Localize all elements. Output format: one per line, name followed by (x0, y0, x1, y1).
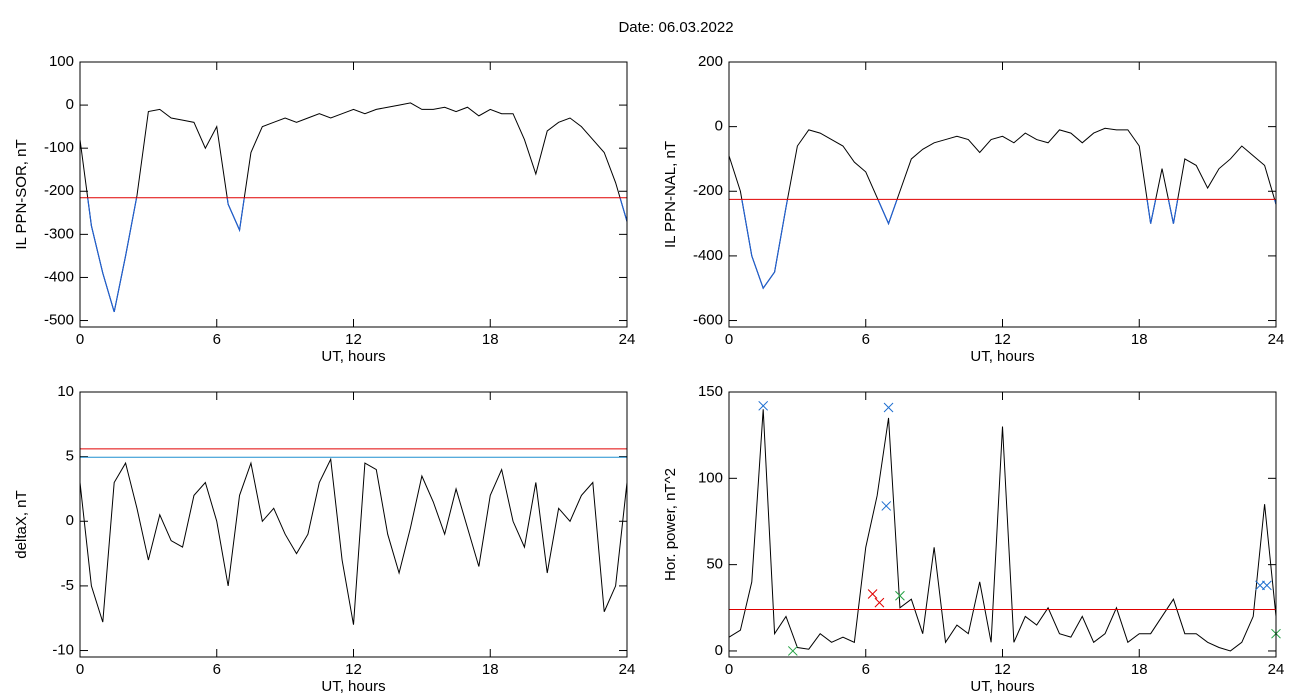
x-tick-label: 18 (482, 331, 499, 348)
y-tick-label: -400 (693, 247, 723, 264)
x-tick-label: 6 (213, 331, 221, 348)
marker (787, 646, 798, 656)
x-tick-label: 24 (619, 661, 636, 678)
y-tick-label: 0 (715, 642, 723, 659)
plot-frame (728, 391, 1277, 658)
y-tick-label: -200 (693, 182, 723, 199)
y-tick-label: -400 (44, 268, 74, 285)
x-tick-label: 6 (862, 661, 870, 678)
y-tick-label: 150 (698, 383, 723, 400)
marker (867, 589, 878, 599)
y-axis-label: IL PPN-NAL, nT (662, 141, 679, 248)
y-tick-label: -200 (44, 182, 74, 199)
x-tick-label: 6 (862, 331, 870, 348)
y-tick-label: -600 (693, 312, 723, 329)
x-tick-label: 0 (76, 331, 84, 348)
y-axis-label: Hor. power, nT^2 (662, 468, 679, 581)
plot-frame (728, 61, 1277, 328)
y-tick-label: 50 (706, 556, 723, 573)
data-line (729, 409, 1276, 652)
y-tick-label: 100 (698, 469, 723, 486)
x-tick-label: 12 (994, 331, 1011, 348)
y-tick-label: -300 (44, 225, 74, 242)
y-tick-label: -10 (52, 642, 74, 659)
x-axis-label: UT, hours (321, 348, 385, 365)
y-tick-label: -100 (44, 139, 74, 156)
x-axis-label: UT, hours (321, 678, 385, 695)
x-tick-label: 0 (76, 661, 84, 678)
y-tick-label: 0 (66, 96, 74, 113)
x-tick-label: 24 (1268, 661, 1285, 678)
x-tick-label: 6 (213, 661, 221, 678)
x-axis-label: UT, hours (970, 348, 1034, 365)
data-line (80, 457, 627, 625)
data-line (80, 102, 627, 313)
y-tick-label: 0 (66, 512, 74, 529)
marker (883, 402, 894, 413)
y-tick-label: 100 (49, 53, 74, 70)
x-tick-label: 12 (994, 661, 1011, 678)
y-axis-label: deltaX, nT (13, 490, 30, 558)
y-tick-label: 10 (57, 383, 74, 400)
x-tick-label: 24 (1268, 331, 1285, 348)
marker (881, 501, 892, 511)
y-tick-label: 5 (66, 448, 74, 465)
x-tick-label: 18 (1131, 661, 1148, 678)
y-tick-label: -500 (44, 312, 74, 329)
chart-title: Date: 06.03.2022 (618, 19, 733, 36)
x-tick-label: 0 (725, 661, 733, 678)
marker (895, 590, 905, 601)
marker (1255, 580, 1265, 591)
x-tick-label: 12 (345, 661, 362, 678)
plot-frame (79, 391, 628, 658)
x-tick-label: 24 (619, 331, 636, 348)
data-line (729, 127, 1276, 290)
marker (1262, 580, 1272, 591)
x-tick-label: 12 (345, 331, 362, 348)
y-tick-label: -5 (61, 577, 74, 594)
y-tick-label: 200 (698, 53, 723, 70)
y-tick-label: 0 (715, 118, 723, 135)
x-tick-label: 0 (725, 331, 733, 348)
x-axis-label: UT, hours (970, 678, 1034, 695)
marker (874, 597, 885, 608)
x-tick-label: 18 (482, 661, 499, 678)
marker (758, 400, 769, 411)
y-axis-label: IL PPN-SOR, nT (13, 139, 30, 249)
x-tick-label: 18 (1131, 331, 1148, 348)
plot-frame (79, 61, 628, 328)
